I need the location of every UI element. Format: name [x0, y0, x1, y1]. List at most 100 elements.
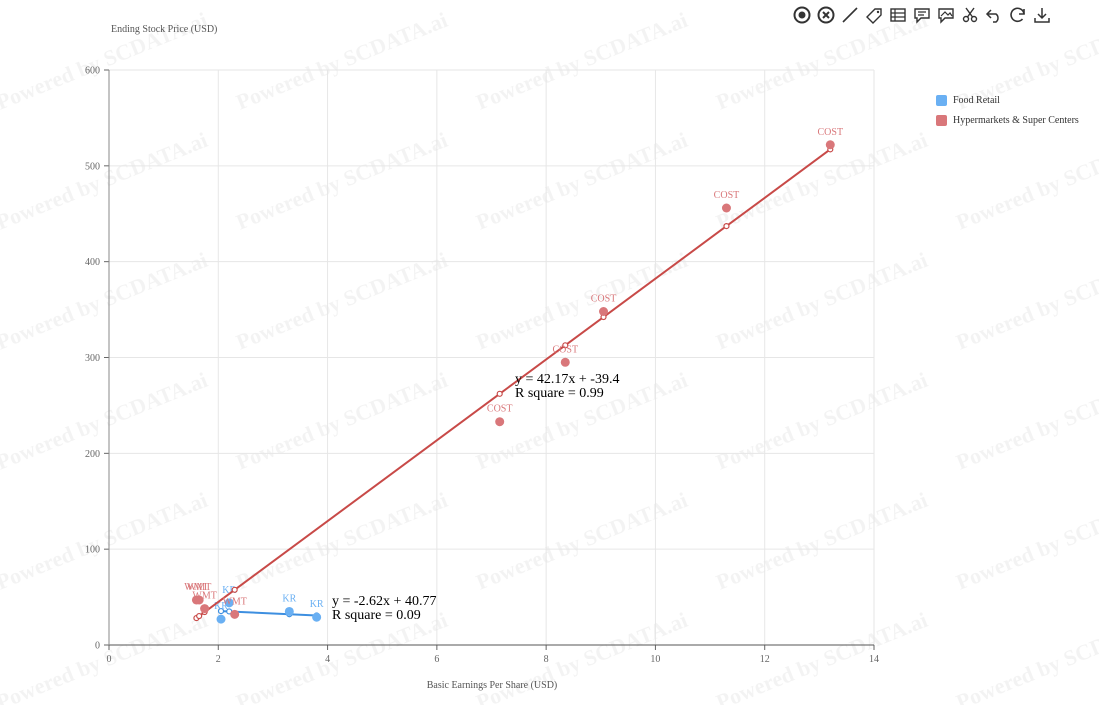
watermark-text: Powered by SCDATA.ai [0, 487, 211, 595]
x-tick-label: 8 [544, 654, 549, 665]
y-axis-title: Ending Stock Price (USD) [111, 24, 217, 35]
watermark-text: Powered by SCDATA.ai [233, 487, 451, 595]
watermark-text: Powered by SCDATA.ai [953, 127, 1099, 235]
watermark-text: Powered by SCDATA.ai [953, 367, 1099, 475]
watermark-text: Powered by SCDATA.ai [0, 607, 211, 705]
watermark-text: Powered by SCDATA.ai [953, 607, 1099, 705]
focus-icon[interactable] [790, 3, 814, 27]
y-tick-label: 100 [85, 545, 100, 556]
legend-swatch [936, 114, 947, 126]
x-tick-label: 4 [325, 654, 330, 665]
data-point[interactable] [224, 598, 234, 608]
x-tick-label: 14 [869, 654, 879, 665]
food-rsquare: R square = 0.09 [332, 608, 421, 623]
series-0: KR KR KR KR [214, 585, 324, 624]
food-equation: y = -2.62x + 40.77 [332, 594, 436, 609]
data-point[interactable] [230, 609, 240, 619]
watermark-text: Powered by SCDATA.ai [953, 247, 1099, 355]
watermark-text: Powered by SCDATA.ai [0, 247, 211, 355]
x-tick-label: 10 [650, 654, 660, 665]
x-tick-label: 6 [434, 654, 439, 665]
download-icon[interactable] [1030, 3, 1054, 27]
y-tick-label: 400 [85, 257, 100, 268]
legend-item-hypermarkets[interactable]: Hypermarkets & Super Centers [936, 110, 1079, 130]
line-draw-icon[interactable] [838, 3, 862, 27]
data-point[interactable] [721, 203, 731, 213]
legend: Food Retail Hypermarkets & Super Centers [936, 90, 1079, 130]
data-point-label: KR [214, 601, 228, 612]
watermark-text: Powered by SCDATA.ai [713, 127, 931, 235]
legend-label: Hypermarkets & Super Centers [953, 114, 1079, 126]
data-point-label: WMT [222, 596, 246, 607]
trend-marker [217, 607, 225, 615]
chart-toolbar [790, 3, 1054, 27]
y-tick-label: 600 [85, 66, 100, 77]
data-point[interactable] [599, 307, 609, 316]
data-point[interactable] [495, 417, 505, 427]
table-icon[interactable] [886, 3, 910, 27]
axes: Ending Stock Price (USD) Basic Earnings … [85, 24, 879, 691]
watermark-text: Powered by SCDATA.ai [233, 367, 451, 475]
x-tick-label: 2 [216, 654, 221, 665]
data-point[interactable] [200, 604, 210, 614]
hyper-equation: y = 42.17x + -39.4 [515, 372, 619, 387]
tag-icon[interactable] [862, 3, 886, 27]
data-point-label: COST [818, 127, 844, 138]
watermark-text: Powered by SCDATA.ai [713, 367, 931, 475]
data-point-label: KR [222, 585, 236, 596]
data-point[interactable] [312, 612, 322, 622]
data-point-label: WMT [187, 582, 211, 593]
trend-marker [196, 612, 203, 620]
trend-line [220, 610, 317, 617]
legend-swatch [936, 94, 947, 106]
watermark-text: Powered by SCDATA.ai [473, 247, 691, 355]
clear-icon[interactable] [814, 3, 838, 27]
watermark-text: Powered by SCDATA.ai [713, 247, 931, 355]
watermark-text: Powered by SCDATA.ai [953, 487, 1099, 595]
x-tick-label: 12 [760, 654, 770, 665]
trend-marker [496, 390, 503, 397]
watermark-text: Powered by SCDATA.ai [233, 127, 451, 235]
watermark-text: Powered by SCDATA.ai [473, 7, 691, 115]
watermark-text: Powered by SCDATA.ai [713, 607, 931, 705]
undo-icon[interactable] [982, 3, 1006, 27]
data-point-label: COST [552, 344, 578, 355]
x-tick-label: 0 [107, 654, 112, 665]
x-axis-title: Basic Earnings Per Share (USD) [427, 680, 558, 691]
equations: y = 42.17x + -39.4 R square = 0.99 y = -… [332, 372, 619, 623]
refresh-icon[interactable] [1006, 3, 1030, 27]
watermark-text: Powered by SCDATA.ai [473, 127, 691, 235]
y-tick-label: 0 [95, 641, 100, 652]
watermark-text: Powered by SCDATA.ai [233, 247, 451, 355]
data-point-label: WMT [192, 591, 216, 602]
data-point[interactable] [560, 357, 570, 367]
scissors-icon[interactable] [958, 3, 982, 27]
data-point[interactable] [216, 614, 226, 624]
watermark-text: Powered by SCDATA.ai [473, 487, 691, 595]
watermark-text: Powered by SCDATA.ai [0, 127, 211, 235]
hyper-rsquare: R square = 0.99 [515, 386, 604, 401]
watermark-text: Powered by SCDATA.ai [0, 367, 211, 475]
watermark-text: Powered by SCDATA.ai [713, 487, 931, 595]
image-comment-icon[interactable] [934, 3, 958, 27]
comment-icon[interactable] [910, 3, 934, 27]
y-tick-label: 300 [85, 353, 100, 364]
trend-marker [562, 342, 569, 349]
data-point-label: COST [487, 404, 513, 415]
data-point-label: KR [310, 599, 324, 610]
trend-marker [723, 223, 730, 230]
legend-item-food-retail[interactable]: Food Retail [936, 90, 1079, 110]
watermark-text: Powered by SCDATA.ai [233, 7, 451, 115]
legend-label: Food Retail [953, 94, 1000, 106]
data-point-label: WMT [184, 582, 208, 593]
data-point[interactable] [194, 595, 204, 605]
data-point[interactable] [284, 606, 294, 616]
data-point-label: COST [714, 190, 740, 201]
data-point[interactable] [825, 140, 835, 150]
y-tick-label: 500 [85, 161, 100, 172]
trend-marker [231, 586, 238, 593]
data-point-label: COST [591, 294, 617, 305]
data-point-label: KR [282, 593, 296, 604]
